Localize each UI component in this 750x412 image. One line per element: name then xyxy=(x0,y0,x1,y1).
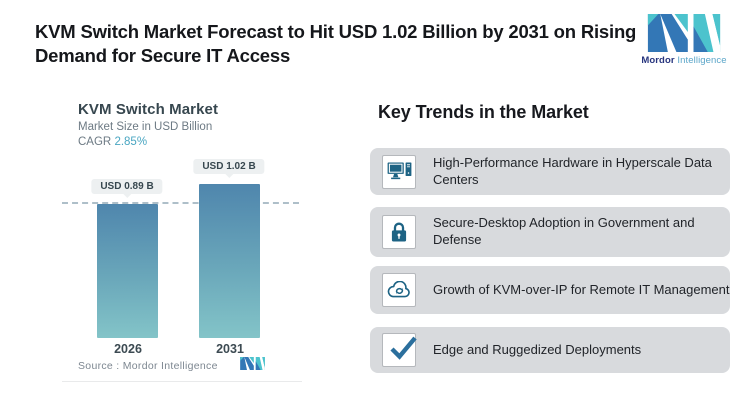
icon-box xyxy=(382,333,417,367)
trend-card-hyperscale: High-Performance Hardware in Hyperscale … xyxy=(370,148,730,195)
lock-icon xyxy=(391,222,407,242)
brand-logo: Mordor Intelligence xyxy=(638,14,730,66)
trend-card-kvm-over-ip: Growth of KVM-over-IP for Remote IT Mana… xyxy=(370,266,730,314)
bar-plot: USD 0.89 B USD 1.02 B xyxy=(35,159,353,338)
chart-cagr: CAGR 2.85% xyxy=(78,136,147,148)
brand-name-secondary: Intelligence xyxy=(677,55,727,66)
chart-title: KVM Switch Market xyxy=(78,101,219,118)
market-chart-panel: KVM Switch Market Market Size in USD Bil… xyxy=(35,95,353,395)
page-title: KVM Switch Market Forecast to Hit USD 1.… xyxy=(35,21,637,66)
panel-divider xyxy=(62,381,302,382)
trend-card-secure-desktop: Secure-Desktop Adoption in Government an… xyxy=(370,207,730,257)
brand-name-primary: Mordor xyxy=(641,55,675,66)
bar-value-label-2031: USD 1.02 B xyxy=(193,159,265,178)
icon-box xyxy=(382,273,416,307)
trends-heading: Key Trends in the Market xyxy=(378,102,589,122)
brand-wordmark: Mordor Intelligence xyxy=(638,55,730,66)
reference-dashed-line xyxy=(62,202,299,204)
trend-text: Growth of KVM-over-IP for Remote IT Mana… xyxy=(433,281,730,297)
trend-card-edge-ruggedized: Edge and Ruggedized Deployments xyxy=(370,327,730,373)
x-tick-2026: 2026 xyxy=(114,342,142,356)
cagr-value: 2.85% xyxy=(114,136,148,148)
trend-text: High-Performance Hardware in Hyperscale … xyxy=(433,154,712,187)
bar-2026 xyxy=(97,204,158,338)
check-icon xyxy=(389,336,417,360)
cloud-sync-icon xyxy=(387,281,410,298)
mordor-mini-logo-icon xyxy=(240,357,265,370)
chart-source: Source : Mordor Intelligence xyxy=(78,360,218,372)
icon-box xyxy=(382,215,416,249)
cagr-label: CAGR xyxy=(78,136,112,148)
x-tick-2031: 2031 xyxy=(216,342,244,356)
trend-text: Secure-Desktop Adoption in Government an… xyxy=(433,215,695,247)
bar-2031 xyxy=(199,184,260,338)
bar-value-label-2026: USD 0.89 B xyxy=(91,179,163,198)
desktop-computer-icon xyxy=(387,161,411,179)
trend-text: Edge and Ruggedized Deployments xyxy=(433,341,642,357)
chart-subtitle: Market Size in USD Billion xyxy=(78,121,213,133)
mordor-intelligence-logo-icon xyxy=(647,14,721,52)
icon-box xyxy=(382,154,416,189)
